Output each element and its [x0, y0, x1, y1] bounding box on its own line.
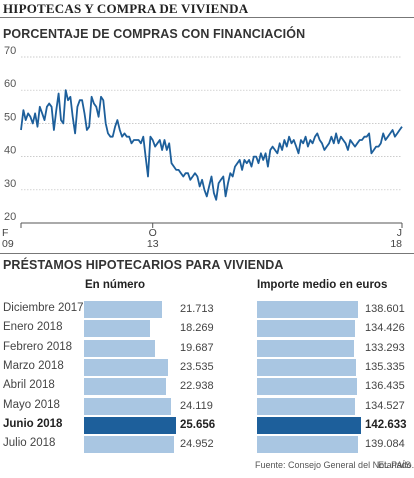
row-label: Enero 2018	[3, 321, 63, 334]
section-rule	[0, 253, 414, 254]
amount-bar	[257, 436, 359, 454]
row-label: Marzo 2018	[3, 359, 64, 372]
amount-value: 135.335	[365, 360, 405, 373]
x-tick-month: J	[397, 227, 402, 239]
amount-value: 134.426	[365, 322, 405, 335]
amount-column-header: Importe medio en euros	[257, 279, 388, 291]
row-label: Abril 2018	[3, 379, 55, 392]
row-label: Mayo 2018	[3, 398, 60, 411]
line-chart: 70 60 50 40 30 20 F09 O13 J18	[2, 45, 403, 250]
x-tick-year: 18	[390, 238, 402, 250]
amount-bar	[257, 397, 356, 415]
row-label: Junio 2018	[3, 417, 63, 430]
x-tick-year: 09	[2, 238, 14, 250]
title-rule	[0, 17, 414, 18]
count-column-header: En número	[85, 279, 146, 291]
y-tick-label: 60	[4, 78, 16, 90]
amount-bar	[257, 416, 361, 434]
row-label: Febrero 2018	[3, 340, 73, 353]
count-value: 19.687	[180, 341, 214, 354]
row-label: Diciembre 2017	[3, 302, 84, 314]
count-value: 21.713	[180, 303, 214, 315]
amount-bar	[257, 301, 359, 318]
count-bar	[84, 358, 169, 376]
y-tick-label: 70	[4, 45, 16, 57]
amount-value: 133.293	[365, 341, 405, 354]
amount-value: 142.633	[365, 418, 407, 431]
x-tick-month: F	[2, 227, 8, 239]
source-note: Fuente: Consejo General del Notariado.	[255, 460, 414, 470]
count-value: 24.119	[180, 399, 213, 412]
count-value: 18.269	[180, 322, 214, 335]
row-label: Julio 2018	[3, 437, 56, 450]
y-tick-label: 30	[4, 178, 16, 190]
x-tick-month: O	[149, 227, 157, 239]
amount-bar	[257, 378, 357, 396]
main-title: HIPOTECAS Y COMPRA DE VIVIENDA	[3, 1, 249, 16]
y-tick-label: 50	[4, 111, 16, 123]
y-tick-label: 20	[4, 211, 16, 223]
count-bar	[84, 378, 167, 396]
count-bar	[84, 320, 150, 338]
count-bar	[84, 416, 176, 434]
brand-label: EL PAÍS	[378, 460, 412, 470]
count-bar	[84, 397, 171, 415]
series-line	[20, 89, 403, 201]
x-tick-year: 13	[147, 238, 159, 250]
count-bar	[84, 339, 155, 357]
count-value: 22.938	[180, 380, 214, 393]
y-tick-label: 40	[4, 145, 16, 157]
count-bar	[84, 436, 174, 454]
amount-value: 136.435	[365, 380, 405, 393]
amount-bar	[257, 339, 355, 357]
amount-bar	[257, 320, 355, 338]
amount-value: 134.527	[365, 399, 405, 412]
amount-value: 139.084	[365, 438, 405, 451]
count-value: 25.656	[180, 418, 216, 431]
count-value: 23.535	[180, 360, 214, 373]
amount-value: 138.601	[365, 303, 405, 315]
count-bar	[84, 301, 162, 318]
line-chart-title: PORCENTAJE DE COMPRAS CON FINANCIACIÓN	[3, 27, 306, 41]
count-value: 24.952	[180, 438, 214, 451]
bars-title: PRÉSTAMOS HIPOTECARIOS PARA VIVIENDA	[3, 258, 284, 272]
amount-bar	[257, 358, 356, 376]
